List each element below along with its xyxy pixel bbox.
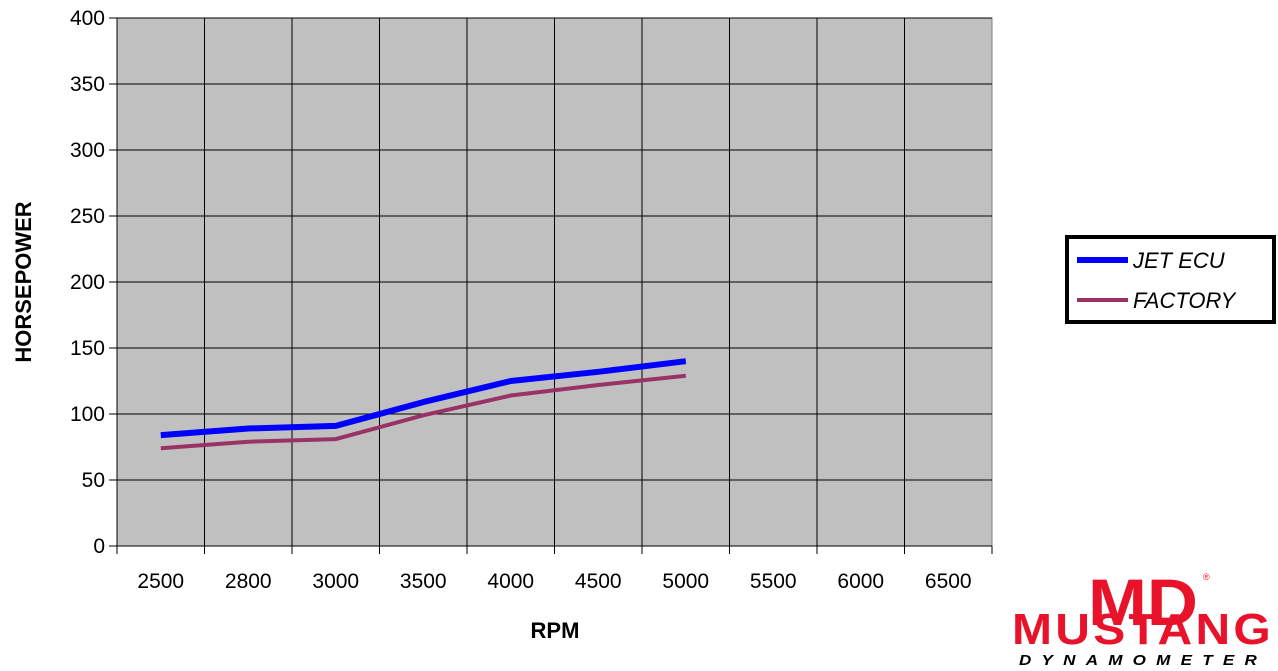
y-tick-label: 300 bbox=[70, 139, 105, 162]
y-tick-label: 50 bbox=[82, 469, 105, 492]
y-axis-title: HORSEPOWER bbox=[11, 201, 36, 362]
y-tick-label: 0 bbox=[93, 535, 105, 558]
x-tick-label: 5500 bbox=[750, 570, 797, 593]
logo-registered-mark: ® bbox=[1203, 572, 1210, 582]
x-axis-title: RPM bbox=[531, 618, 580, 643]
series-line-factory bbox=[160, 373, 687, 451]
x-tick-label: 2500 bbox=[137, 570, 184, 593]
y-tick-label: 200 bbox=[70, 271, 105, 294]
legend: JET ECU FACTORY bbox=[1065, 235, 1276, 324]
logo-md-mark: MD bbox=[1088, 565, 1198, 639]
y-tick-label: 250 bbox=[70, 205, 105, 228]
y-tick-label: 100 bbox=[70, 403, 105, 426]
logo-mustang-text: MUSTANG bbox=[1012, 605, 1274, 654]
y-tick-labels: 0 50 100 150 200 250 300 350 400 bbox=[70, 7, 105, 558]
grid-lines bbox=[117, 17, 992, 546]
mustang-dynamometer-logo: MD ® MUSTANG DYNAMOMETER bbox=[1012, 565, 1274, 669]
x-tick-label: 4000 bbox=[487, 570, 534, 593]
series-line-jet-ecu bbox=[160, 358, 687, 439]
x-tick-label: 3000 bbox=[312, 570, 359, 593]
legend-box bbox=[1065, 235, 1276, 324]
series-lines bbox=[160, 358, 687, 451]
x-tick-label: 6500 bbox=[925, 570, 972, 593]
x-tick-label: 3500 bbox=[400, 570, 447, 593]
legend-label: JET ECU bbox=[1132, 248, 1225, 273]
y-tick-label: 150 bbox=[70, 337, 105, 360]
x-tick-label: 4500 bbox=[575, 570, 622, 593]
legend-label: FACTORY bbox=[1133, 288, 1237, 313]
x-tick-label: 6000 bbox=[837, 570, 884, 593]
axes bbox=[109, 17, 993, 554]
y-tick-label: 400 bbox=[70, 7, 105, 30]
x-tick-labels: 2500 2800 3000 3500 4000 4500 5000 5500 6000 6500 bbox=[137, 570, 971, 593]
x-tick-label: 2800 bbox=[225, 570, 272, 593]
x-tick-label: 5000 bbox=[662, 570, 709, 593]
logo-dynamometer-text: DYNAMOMETER bbox=[1019, 652, 1267, 669]
y-tick-label: 350 bbox=[70, 73, 105, 96]
